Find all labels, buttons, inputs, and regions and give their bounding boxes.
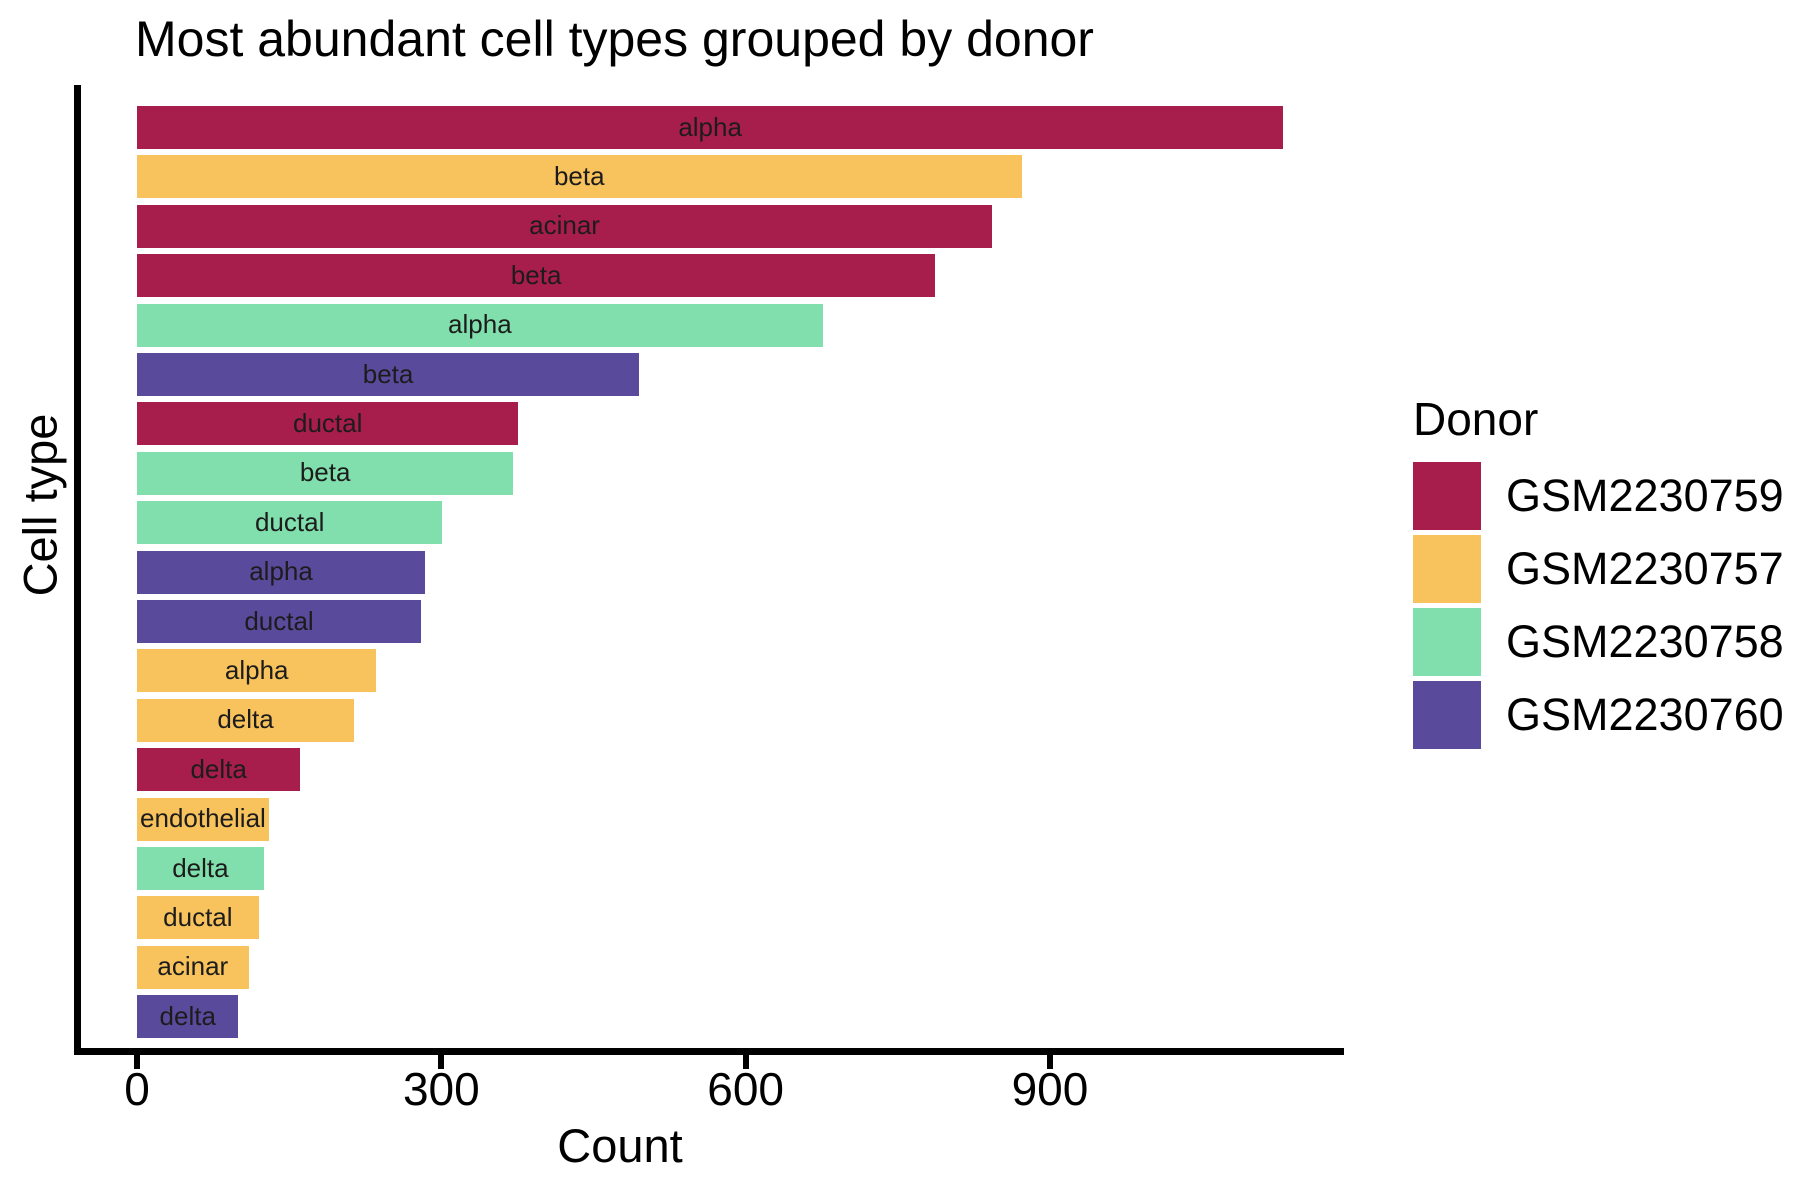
bar-label: delta xyxy=(190,753,247,784)
bar: delta xyxy=(137,847,264,890)
legend-title: Donor xyxy=(1413,393,1539,445)
bar-label: alpha xyxy=(249,555,313,586)
x-axis-title: Count xyxy=(557,1119,683,1172)
bar: endothelial xyxy=(137,797,269,841)
legend-label: GSM2230758 xyxy=(1506,616,1784,667)
x-tick xyxy=(134,1055,140,1069)
legend-swatch xyxy=(1413,535,1481,603)
legend-label: GSM2230759 xyxy=(1506,470,1784,521)
x-tick xyxy=(742,1055,749,1069)
bar-label: beta xyxy=(510,259,562,290)
y-axis-line xyxy=(74,85,81,1055)
x-tick-label: 600 xyxy=(707,1063,784,1115)
bar-label: acinar xyxy=(529,210,600,241)
bar: ductal xyxy=(137,402,519,446)
bar-label: alpha xyxy=(448,308,512,339)
bar: delta xyxy=(137,995,239,1039)
bar: alpha xyxy=(137,649,377,693)
bar: beta xyxy=(137,254,936,298)
legend-label: GSM2230757 xyxy=(1506,543,1784,594)
bar-label: delta xyxy=(217,704,274,735)
bar: acinar xyxy=(137,204,993,248)
legend-swatch xyxy=(1413,462,1481,530)
x-tick-label: 300 xyxy=(402,1063,480,1115)
bar: beta xyxy=(137,353,640,396)
x-tick-label: 0 xyxy=(124,1063,150,1115)
bar: alpha xyxy=(137,106,1284,149)
bar: ductal xyxy=(137,501,443,545)
bar-label: endothelial xyxy=(140,802,266,833)
legend-swatch xyxy=(1413,608,1481,676)
bar: alpha xyxy=(137,303,823,347)
chart-title: Most abundant cell types grouped by dono… xyxy=(135,11,1094,67)
bar: delta xyxy=(137,698,355,742)
bar-label: ductal xyxy=(163,901,233,932)
x-tick xyxy=(438,1055,445,1069)
bar: beta xyxy=(137,451,514,495)
bar-label: alpha xyxy=(678,111,742,142)
x-tick xyxy=(1046,1055,1053,1069)
bar-label: ductal xyxy=(254,506,325,537)
bar-label: beta xyxy=(553,160,605,191)
bar-label: delta xyxy=(172,852,229,883)
bar: delta xyxy=(137,748,301,792)
bar: alpha xyxy=(137,550,426,594)
bar-label: ductal xyxy=(244,605,314,636)
bar: ductal xyxy=(137,896,259,940)
bar-label: beta xyxy=(362,358,414,389)
bar-label: beta xyxy=(299,457,351,488)
bar-label: alpha xyxy=(224,654,289,685)
bar-label: acinar xyxy=(157,951,229,982)
bar: beta xyxy=(137,155,1022,199)
bar-label: delta xyxy=(159,1000,216,1031)
bar: ductal xyxy=(137,600,422,643)
bar: acinar xyxy=(137,945,249,989)
legend-swatch xyxy=(1413,681,1481,749)
bar-label: ductal xyxy=(293,407,363,438)
x-tick-label: 900 xyxy=(1011,1063,1089,1115)
x-axis-line xyxy=(74,1048,1344,1055)
y-axis-title: Cell type xyxy=(13,413,67,597)
legend-label: GSM2230760 xyxy=(1506,689,1784,740)
